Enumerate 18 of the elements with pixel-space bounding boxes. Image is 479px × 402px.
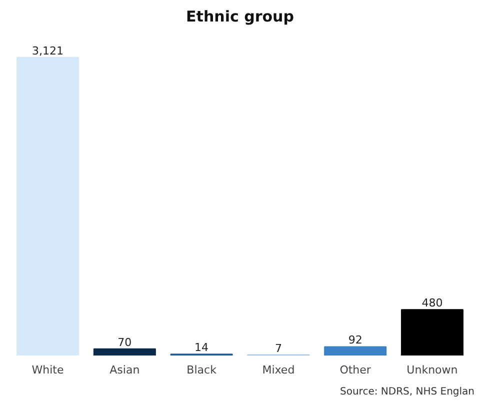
data-label: 3,121 (32, 44, 64, 58)
x-tick-label: Other (340, 364, 372, 376)
data-label: 70 (118, 336, 132, 349)
bar (324, 346, 387, 356)
x-tick-label: Black (186, 364, 218, 376)
bar (93, 348, 156, 356)
chart-title: Ethnic group (186, 8, 294, 26)
source-note: Source: NDRS, NHS Englan (340, 386, 475, 398)
bar (16, 56, 80, 356)
x-tick-label: Asian (110, 364, 140, 376)
data-label: 92 (348, 334, 362, 347)
bar (400, 309, 464, 356)
x-tick-label: Mixed (262, 364, 295, 376)
data-label: 480 (422, 296, 443, 310)
x-tick-label: Unknown (406, 364, 458, 376)
x-tick-label: White (32, 364, 64, 376)
data-label: 7 (274, 342, 282, 355)
data-label: 14 (194, 341, 209, 354)
